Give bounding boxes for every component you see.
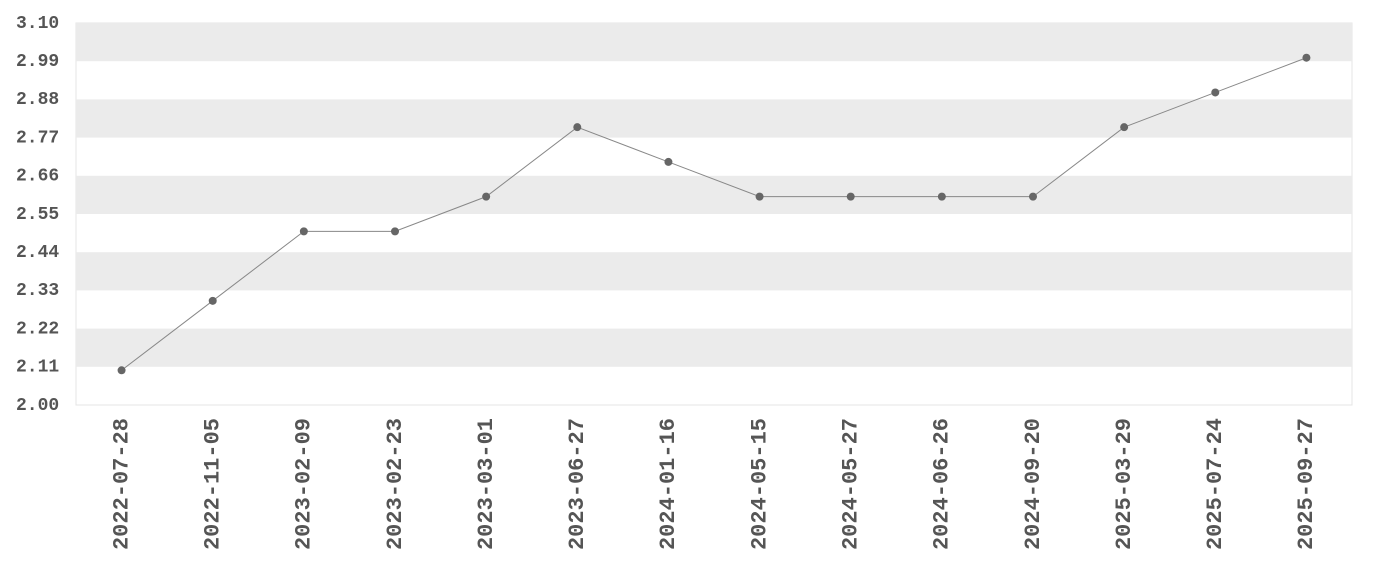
x-tick-label: 2023-03-01 [474,418,499,550]
x-tick-label: 2025-07-24 [1203,418,1228,550]
point [573,123,582,132]
y-tick-label: 2.33 [16,281,59,301]
x-tick-label: 2023-02-23 [383,418,408,550]
y-tick-label: 2.00 [16,396,59,416]
point [208,296,217,305]
grid-band [76,23,1352,62]
y-tick-label: 2.55 [16,205,59,225]
grid-band [76,99,1352,138]
point [1120,123,1129,132]
point [117,366,126,375]
point [664,157,673,166]
point [391,227,399,236]
point [1302,53,1311,62]
x-tick-label: 2023-06-27 [565,418,590,550]
y-tick-label: 2.99 [16,52,59,72]
x-tick-label: 2022-11-05 [201,418,226,550]
point [299,227,308,236]
x-tick-label: 2024-06-26 [930,418,955,550]
line [121,57,1307,371]
y-tick-label: 2.44 [16,243,59,263]
x-tick-label: 2024-05-27 [839,418,864,550]
x-tick-label: 2024-01-16 [656,418,681,550]
point [755,192,764,201]
point [1029,192,1037,201]
y-tick-label: 3.10 [16,14,59,34]
point [846,192,855,201]
grid-band [76,328,1352,367]
y-tick-label: 2.22 [16,319,59,339]
y-tick-label: 2.77 [16,128,59,148]
x-tick-label: 2024-05-15 [747,418,772,550]
y-tick-label: 2.66 [16,167,59,187]
x-tick-label: 2025-03-29 [1112,418,1137,550]
point [937,192,946,201]
x-tick-label: 2023-02-09 [292,418,317,550]
point [1211,88,1220,97]
y-tick-label: 2.88 [16,90,59,110]
x-tick-label: 2022-07-28 [109,418,134,550]
x-tick-label: 2025-09-27 [1294,418,1319,550]
grid-band [76,175,1352,214]
x-tick-label: 2024-09-20 [1021,418,1046,550]
grid-band [76,252,1352,291]
point [482,192,491,201]
y-tick-label: 2.11 [16,358,59,378]
